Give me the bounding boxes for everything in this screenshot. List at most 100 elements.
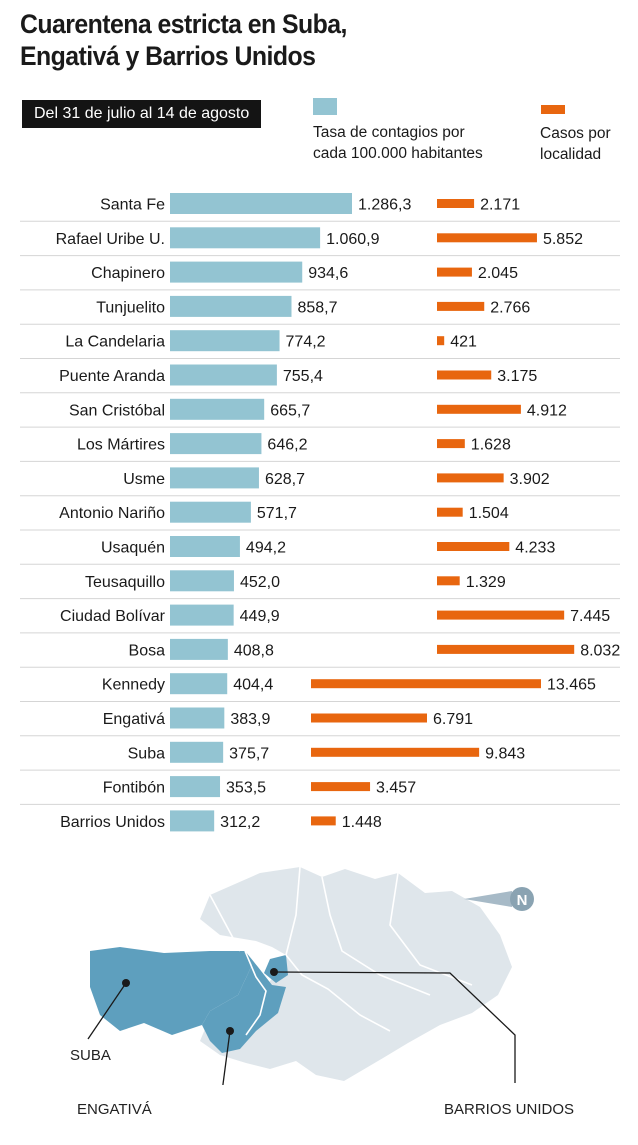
legend-swatch-rate (313, 98, 337, 115)
period-badge: Del 31 de julio al 14 de agosto (22, 100, 262, 128)
map-city-outline (200, 867, 512, 1081)
rate-bar-chapinero (170, 261, 303, 283)
cases-bar-engativa (311, 713, 427, 723)
rate-bar-engativa (170, 707, 225, 729)
rate-bar-bosa (170, 638, 228, 660)
map-region-suba (90, 947, 252, 1035)
cases-bar-santa-fe (437, 199, 475, 208)
legend-swatch-cases (541, 105, 565, 114)
category-label-los-martires: Los Mártires (77, 437, 165, 454)
category-label-tunjuelito: Tunjuelito (96, 299, 165, 316)
bar-chart: Santa Fe 1.286,3 2.171 Rafael Uribe U. 1.060… (20, 193, 620, 832)
cases-bar-antonio-narino (437, 507, 463, 517)
cases-bar-usaquen (437, 542, 510, 551)
rate-label-antonio-narino: 571,7 (257, 505, 297, 522)
category-label-san-cristobal: San Cristóbal (69, 402, 165, 419)
category-label-barrios-unidos: Barrios Unidos (60, 814, 165, 831)
cases-bar-rafael-uribe-u (437, 233, 537, 243)
rate-bar-la-candelaria (170, 330, 280, 352)
map-label-suba: SUBA (70, 1047, 111, 1064)
rate-label-puente-aranda: 755,4 (283, 368, 323, 385)
cases-bar-usme (437, 473, 504, 483)
rate-label-barrios-unidos: 312,2 (220, 814, 260, 831)
rate-label-tunjuelito: 858,7 (297, 299, 337, 316)
cases-bar-suba (311, 747, 480, 757)
category-label-teusaquillo: Teusaquillo (85, 574, 165, 591)
cases-label-san-cristobal: 4.912 (527, 402, 567, 419)
cases-label-kennedy: 13.465 (547, 677, 596, 694)
cases-label-la-candelaria: 421 (450, 334, 477, 351)
rate-label-santa-fe: 1.286,3 (358, 197, 411, 214)
north-arrow-icon: N (464, 887, 534, 911)
cases-label-ciudad-bolivar: 7.445 (570, 608, 610, 625)
rate-bar-usaquen (170, 536, 240, 557)
rate-label-ciudad-bolivar: 449,9 (240, 608, 280, 625)
category-label-chapinero: Chapinero (91, 265, 165, 282)
category-label-bosa: Bosa (129, 642, 166, 659)
category-label-la-candelaria: La Candelaria (65, 334, 165, 351)
cases-label-engativa: 6.791 (433, 711, 473, 728)
cases-label-rafael-uribe-u: 5.852 (543, 231, 583, 248)
cases-label-usaquen: 4.233 (515, 540, 555, 557)
cases-bar-la-candelaria (437, 336, 445, 346)
cases-bar-los-martires (437, 439, 465, 449)
cases-label-barrios-unidos: 1.448 (342, 814, 382, 831)
map-region-engativa (202, 951, 286, 1053)
cases-bar-tunjuelito (437, 301, 485, 311)
cases-label-antonio-narino: 1.504 (469, 505, 509, 522)
cases-bar-teusaquillo (437, 576, 460, 586)
cases-bar-kennedy (311, 679, 541, 689)
rate-label-bosa: 408,8 (234, 642, 274, 659)
map-bogota: N (87, 866, 534, 1085)
rate-label-usme: 628,7 (265, 471, 305, 488)
rate-bar-ciudad-bolivar (170, 604, 234, 626)
category-label-usaquen: Usaquén (101, 540, 165, 557)
rate-label-kennedy: 404,4 (233, 677, 273, 694)
rate-bar-teusaquillo (170, 570, 234, 592)
rate-label-teusaquillo: 452,0 (240, 574, 280, 591)
cases-bar-chapinero (437, 267, 472, 277)
category-label-puente-aranda: Puente Aranda (59, 368, 165, 385)
chart-title: Cuarentena estricta en Suba, Engativá y … (20, 8, 347, 72)
rate-label-suba: 375,7 (229, 745, 269, 762)
map-leaders (87, 971, 516, 1085)
category-label-suba: Suba (128, 745, 165, 762)
cases-label-santa-fe: 2.171 (480, 197, 520, 214)
rate-bar-san-cristobal (170, 398, 265, 420)
cases-bar-ciudad-bolivar (437, 610, 565, 620)
cases-label-tunjuelito: 2.766 (490, 299, 530, 316)
cases-label-teusaquillo: 1.329 (466, 574, 506, 591)
rate-label-la-candelaria: 774,2 (286, 334, 326, 351)
cases-bar-san-cristobal (437, 404, 521, 414)
category-label-kennedy: Kennedy (102, 677, 165, 694)
rate-bar-santa-fe (170, 193, 352, 214)
category-label-antonio-narino: Antonio Nariño (59, 505, 165, 522)
category-label-engativa: Engativá (103, 711, 165, 728)
cases-label-usme: 3.902 (510, 471, 550, 488)
cases-bar-bosa (437, 644, 575, 654)
legend-label-rate: Tasa de contagios por cada 100.000 habit… (313, 124, 483, 162)
chart-title-line-1: Cuarentena estricta en Suba, (20, 9, 347, 39)
rate-label-fontibon: 353,5 (226, 780, 266, 797)
rate-bar-tunjuelito (170, 295, 292, 317)
map-label-barrios-unidos: BARRIOS UNIDOS (444, 1101, 575, 1118)
rate-label-chapinero: 934,6 (308, 265, 348, 282)
north-label: N (517, 892, 528, 909)
rate-label-usaquen: 494,2 (246, 540, 286, 557)
cases-label-bosa: 8.032 (580, 642, 620, 659)
rate-bar-los-martires (170, 433, 262, 455)
cases-label-suba: 9.843 (485, 745, 525, 762)
category-label-ciudad-bolivar: Ciudad Bolívar (60, 608, 166, 625)
rate-label-engativa: 383,9 (230, 711, 270, 728)
rate-label-san-cristobal: 665,7 (270, 402, 310, 419)
cases-bar-fontibon (311, 782, 371, 792)
legend-label-cases: Casos por localidad (540, 125, 611, 163)
rate-bar-rafael-uribe-u (170, 227, 321, 249)
category-label-fontibon: Fontibón (103, 780, 165, 797)
cases-label-chapinero: 2.045 (478, 265, 518, 282)
rate-bar-barrios-unidos (170, 810, 215, 832)
map-label-engativa: ENGATIVÁ (77, 1101, 152, 1118)
cases-label-los-martires: 1.628 (471, 437, 511, 454)
category-label-rafael-uribe-u: Rafael Uribe U. (56, 231, 165, 248)
rate-bar-kennedy (170, 673, 228, 695)
